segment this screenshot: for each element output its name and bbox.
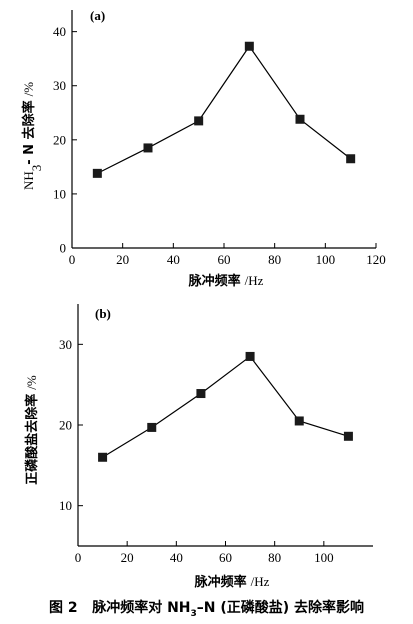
chart-b-x-tick-label: 0 [75,550,82,565]
chart-b: 0 20 40 60 80 100 10 20 30 (b) 脉冲频率/Hz 正磷酸盐去除率/% [24,304,373,590]
chart-a-data-point [295,114,305,124]
chart-a-data-point [143,143,153,153]
figure-caption-text: 脉冲频率对 NH3–N (正磷酸盐) 去除率影响 [92,600,365,619]
figure-caption-label: 图 2 [48,600,78,616]
chart-b-data-point [294,416,304,426]
chart-b-data-point [98,452,108,462]
chart-b-x-tick-label: 100 [314,550,334,565]
chart-a-x-tick-label: 60 [218,252,231,267]
chart-a: 0 20 40 60 80 100 120 0 10 20 30 40 (a) 脉冲频率/Hz NH3… [21,8,386,289]
chart-a-panel-label: (a) [90,8,105,23]
chart-a-x-axis-title: 脉冲频率/Hz [188,273,264,289]
chart-a-data-point [244,41,254,51]
chart-b-data-point [343,431,353,441]
chart-a-y-axis-title: NH3- N 去除率/% [21,82,44,190]
chart-a-y-tick-label: 30 [53,78,66,93]
chart-b-y-tick-label: 20 [59,418,72,433]
chart-b-x-tick-label: 60 [219,550,232,565]
chart-a-plot: 0 20 40 60 80 100 120 0 10 20 30 40 [53,10,386,267]
chart-a-x-tick-label: 80 [268,252,281,267]
chart-b-data-point [245,351,255,361]
figure-caption: 图 2 脉冲频率对 NH3–N (正磷酸盐) 去除率影响 [0,597,413,619]
chart-b-y-axis-title: 正磷酸盐去除率/% [24,375,40,485]
chart-b-x-tick-label: 40 [170,550,183,565]
chart-b-series-line [102,355,349,458]
chart-a-y-tick-label: 10 [53,186,66,201]
chart-b-panel-label: (b) [95,306,111,321]
chart-b-y-tick-label: 30 [59,337,72,352]
chart-a-data-point [346,154,356,164]
chart-a-y-tick-label: 0 [60,241,67,256]
chart-a-x-tick-label: 120 [366,252,386,267]
chart-b-x-tick-label: 20 [121,550,134,565]
chart-b-x-tick-label: 80 [268,550,281,565]
chart-a-data-point [194,116,204,126]
chart-a-x-tick-label: 100 [316,252,336,267]
chart-a-series-line [97,45,352,174]
chart-a-x-tick-label: 40 [167,252,180,267]
chart-a-x-tick-label: 20 [116,252,129,267]
chart-b-y-tick-label: 10 [59,498,72,513]
chart-a-data-point [92,168,102,178]
chart-b-x-axis-title: 脉冲频率/Hz [194,574,270,590]
chart-a-y-tick-label: 20 [53,132,66,147]
chart-a-y-tick-label: 40 [53,24,66,39]
chart-b-data-point [196,389,206,399]
chart-b-plot: 0 20 40 60 80 100 10 20 30 [59,304,373,565]
chart-a-x-tick-label: 0 [69,252,76,267]
chart-b-data-point [147,422,157,432]
